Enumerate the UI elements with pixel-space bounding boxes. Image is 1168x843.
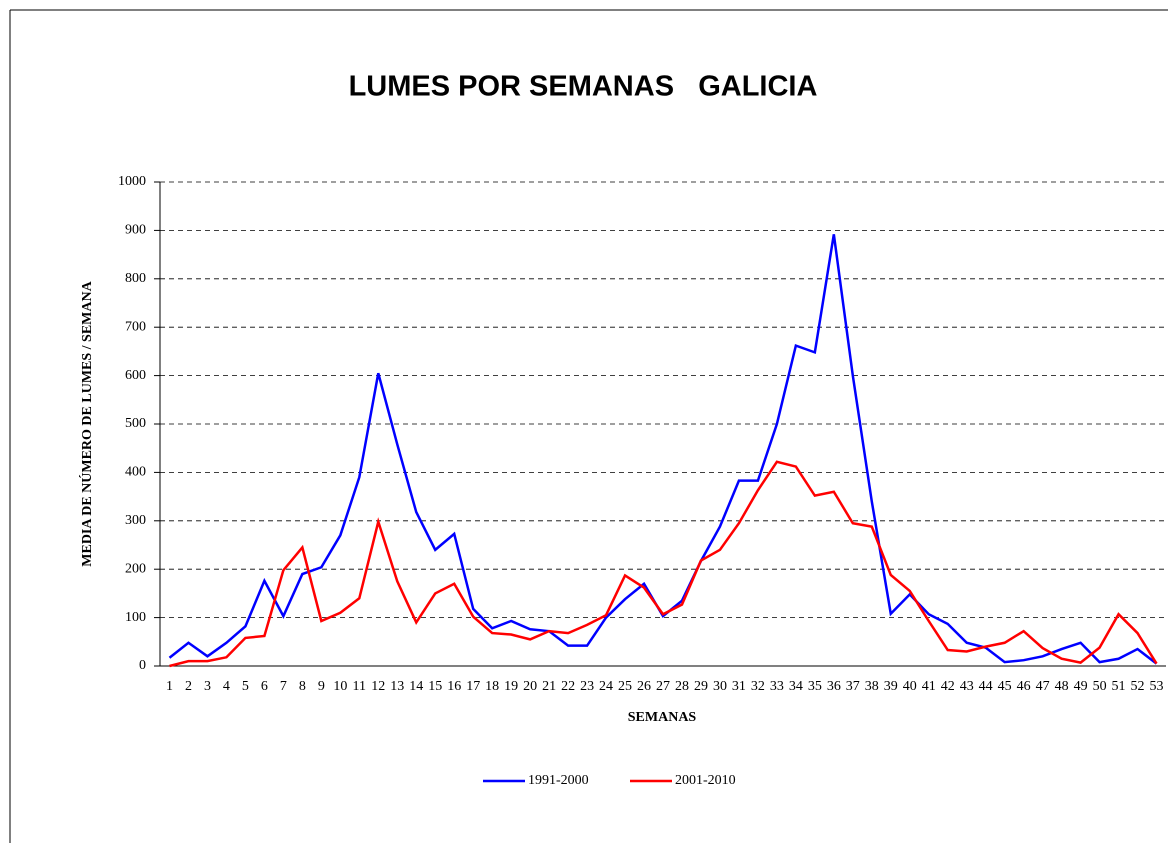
x-tick-label: 18	[485, 679, 499, 694]
series-line	[168, 234, 1158, 665]
x-tick-label: 21	[542, 679, 556, 694]
x-tick-label: 9	[318, 679, 325, 694]
y-tick-label: 300	[125, 513, 146, 528]
x-tick-label: 6	[261, 679, 268, 694]
x-tick-label: 13	[390, 679, 404, 694]
x-tick-label: 12	[371, 679, 385, 694]
y-tick-label: 900	[125, 223, 146, 238]
x-tick-label: 45	[998, 679, 1012, 694]
x-tick-label: 51	[1112, 679, 1126, 694]
series-line	[169, 460, 1158, 668]
x-tick-label: 1	[166, 679, 173, 694]
x-tick-label: 39	[884, 679, 898, 694]
x-tick-label: 29	[694, 679, 708, 694]
x-tick-label: 25	[618, 679, 632, 694]
x-tick-label: 32	[751, 679, 765, 694]
x-tick-label: 20	[523, 679, 537, 694]
y-tick-label: 0	[139, 658, 146, 673]
x-tick-label: 43	[960, 679, 974, 694]
x-tick-label: 30	[713, 679, 727, 694]
x-tick-label: 5	[242, 679, 249, 694]
x-tick-label: 49	[1074, 679, 1088, 694]
x-axis-label: SEMANAS	[628, 710, 697, 725]
y-tick-label: 1000	[118, 174, 146, 189]
x-tick-label: 24	[599, 679, 613, 694]
x-tick-label: 19	[504, 679, 518, 694]
chart-title: LUMES POR SEMANAS GALICIA	[349, 71, 818, 103]
y-tick-label: 700	[125, 319, 146, 334]
y-tick-label: 200	[125, 561, 146, 576]
x-tick-label: 35	[808, 679, 822, 694]
x-tick-label: 10	[333, 679, 347, 694]
x-tick-label: 14	[409, 679, 423, 694]
x-tick-label: 7	[280, 679, 287, 694]
x-tick-label: 53	[1150, 679, 1164, 694]
x-tick-label: 42	[941, 679, 955, 694]
y-tick-label: 400	[125, 465, 146, 480]
y-tick-label: 800	[125, 271, 146, 286]
x-tick-label: 34	[789, 679, 803, 694]
legend-label: 1991-2000	[528, 773, 589, 788]
y-tick-label: 600	[125, 368, 146, 383]
x-tick-label: 50	[1093, 679, 1107, 694]
x-tick-label: 41	[922, 679, 936, 694]
x-tick-label: 15	[428, 679, 442, 694]
x-tick-label: 47	[1036, 679, 1050, 694]
x-tick-label: 28	[675, 679, 689, 694]
x-tick-label: 31	[732, 679, 746, 694]
x-tick-label: 26	[637, 679, 651, 694]
x-tick-label: 38	[865, 679, 879, 694]
x-tick-label: 8	[299, 679, 306, 694]
legend-label: 2001-2010	[675, 773, 736, 788]
x-tick-label: 27	[656, 679, 670, 694]
x-tick-label: 37	[846, 679, 860, 694]
y-tick-label: 500	[125, 416, 146, 431]
x-tick-label: 16	[447, 679, 461, 694]
x-tick-label: 17	[466, 679, 480, 694]
x-tick-label: 40	[903, 679, 917, 694]
x-tick-label: 11	[353, 679, 366, 694]
x-tick-label: 4	[223, 679, 230, 694]
x-tick-label: 2	[185, 679, 192, 694]
y-tick-label: 100	[125, 610, 146, 625]
x-tick-label: 3	[204, 679, 211, 694]
x-tick-label: 52	[1131, 679, 1145, 694]
x-tick-label: 23	[580, 679, 594, 694]
x-tick-label: 44	[979, 679, 993, 694]
x-tick-label: 36	[827, 679, 841, 694]
x-tick-label: 46	[1017, 679, 1031, 694]
x-tick-label: 33	[770, 679, 784, 694]
x-tick-label: 22	[561, 679, 575, 694]
x-tick-label: 48	[1055, 679, 1069, 694]
y-axis-label: MEDIA DE NÚMERO DE LUMES / SEMANA	[78, 280, 95, 566]
